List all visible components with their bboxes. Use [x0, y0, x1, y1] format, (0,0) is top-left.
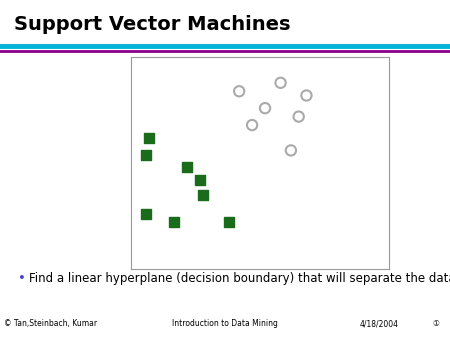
Point	[145, 135, 152, 141]
Point	[261, 105, 269, 111]
Point	[288, 148, 295, 153]
Point	[142, 211, 149, 217]
Text: Support Vector Machines: Support Vector Machines	[14, 15, 290, 34]
Text: Introduction to Data Mining: Introduction to Data Mining	[172, 319, 278, 328]
Text: ①: ①	[432, 319, 439, 328]
Text: © Tan,Steinbach, Kumar: © Tan,Steinbach, Kumar	[4, 319, 98, 328]
Point	[303, 93, 310, 98]
Point	[171, 220, 178, 225]
Point	[236, 89, 243, 94]
Point	[248, 122, 256, 128]
Point	[142, 152, 149, 158]
Point	[199, 192, 207, 197]
Point	[184, 165, 191, 170]
Point	[197, 177, 204, 183]
Point	[295, 114, 302, 119]
Point	[277, 80, 284, 86]
Point	[225, 220, 232, 225]
Text: Find a linear hyperplane (decision boundary) that will separate the data: Find a linear hyperplane (decision bound…	[29, 272, 450, 285]
Text: 4/18/2004: 4/18/2004	[360, 319, 399, 328]
Text: •: •	[18, 272, 26, 285]
